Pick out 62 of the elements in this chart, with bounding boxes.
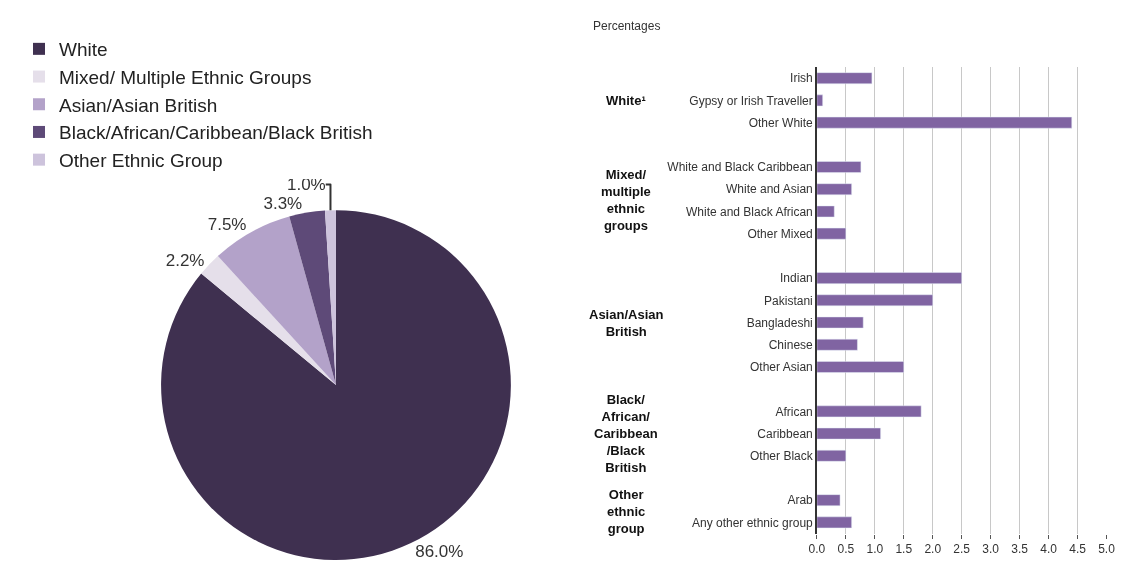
- x-tick-label: 2.0: [924, 541, 942, 556]
- bar: [816, 227, 847, 240]
- text: White¹: [606, 93, 646, 108]
- x-tick-label: 4.0: [1040, 541, 1058, 556]
- bar: [816, 72, 873, 85]
- x-tick-label: 1.0: [866, 541, 884, 556]
- data-label: 86.0%: [415, 541, 464, 561]
- legend-label: Other Ethnic Group: [59, 150, 223, 172]
- bar: [816, 427, 881, 440]
- data-label: 3.3%: [263, 193, 303, 213]
- text: Other ethnic group: [607, 487, 646, 536]
- x-tick-label: 4.5: [1069, 541, 1087, 556]
- y-tick-label: Other White: [748, 115, 814, 130]
- bar: [816, 361, 905, 373]
- y-tick-label: Other Black: [750, 448, 814, 463]
- y-tick-label: Bangladeshi: [746, 315, 813, 330]
- x-tick-label: 2.5: [953, 541, 971, 556]
- text: Black/ African/ Caribbean /Black British: [594, 392, 658, 475]
- bar: [816, 205, 835, 218]
- bar: [816, 294, 933, 307]
- bar: [816, 272, 962, 284]
- legend-label: White: [59, 39, 108, 61]
- x-tick-label: 3.5: [1011, 541, 1029, 556]
- bar: [816, 449, 847, 462]
- y-tick-label: Gypsy or Irish Traveller: [689, 93, 813, 108]
- bar: [816, 183, 852, 196]
- legend-label: Mixed/ Multiple Ethnic Groups: [59, 66, 312, 88]
- pie-slice: [161, 210, 511, 560]
- x-tick-label: 5.0: [1098, 541, 1116, 556]
- y-tick-label: Other Asian: [750, 360, 813, 375]
- text: Percentages: [593, 19, 661, 33]
- legend-label: Black/African/Caribbean/Black British: [59, 122, 373, 144]
- text: Mixed/ multiple ethnic groups: [601, 167, 651, 233]
- x-tick-label: 0.5: [837, 541, 855, 556]
- bar: [816, 405, 922, 418]
- x-tick-label: 3.0: [982, 541, 1000, 556]
- y-tick-label: Chinese: [768, 337, 814, 352]
- data-label: 7.5%: [207, 215, 247, 235]
- bar: [816, 338, 858, 351]
- bar: [816, 316, 864, 329]
- y-tick-label: Irish: [790, 71, 813, 86]
- y-tick-label: Pakistani: [764, 293, 813, 308]
- text: Asian/Asian British: [589, 307, 664, 339]
- y-tick-label: Indian: [780, 271, 813, 286]
- pie-slice: [289, 210, 336, 386]
- data-label: 2.2%: [165, 250, 205, 270]
- y-tick-label: Arab: [787, 493, 814, 508]
- bar: [816, 516, 852, 529]
- x-tick-label: 0.0: [808, 541, 826, 556]
- y-tick-label: Other Mixed: [747, 226, 813, 241]
- bar: [816, 494, 841, 506]
- y-tick-label: Caribbean: [757, 426, 813, 441]
- y-tick-label: African: [775, 404, 813, 419]
- bar: [816, 94, 823, 107]
- y-tick-label: Any other ethnic group: [691, 515, 814, 530]
- bar: [816, 161, 862, 173]
- legend-label: Asian/Asian British: [59, 94, 218, 116]
- y-tick-label: White and Asian: [726, 182, 813, 197]
- y-tick-label: White and Black African: [686, 204, 813, 219]
- x-tick-label: 1.5: [895, 541, 913, 556]
- y-tick-label: White and Black Caribbean: [667, 160, 813, 175]
- bar: [816, 116, 1073, 129]
